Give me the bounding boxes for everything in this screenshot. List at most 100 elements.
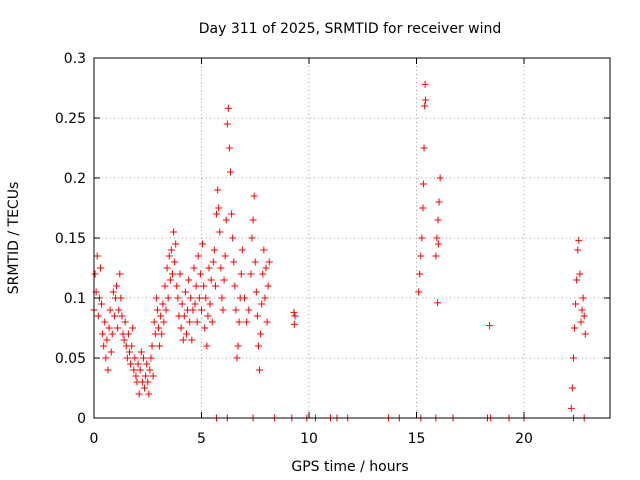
data-point <box>251 258 259 266</box>
data-point <box>199 240 207 248</box>
y-tick-label: 0.25 <box>55 111 86 127</box>
data-point <box>125 348 133 356</box>
data-point <box>148 342 156 350</box>
data-point <box>247 270 255 278</box>
data-point <box>185 276 193 284</box>
data-point <box>131 354 139 362</box>
data-point <box>152 294 160 302</box>
x-tick-label: 15 <box>408 431 426 447</box>
data-point <box>417 252 425 260</box>
data-point <box>252 288 260 296</box>
data-point <box>256 366 264 374</box>
data-point <box>434 216 442 224</box>
data-point <box>106 306 114 314</box>
data-point <box>137 348 145 356</box>
data-point <box>94 312 102 320</box>
data-point <box>143 360 151 368</box>
data-point <box>181 288 189 296</box>
data-point <box>103 336 111 344</box>
data-point <box>108 330 116 338</box>
data-point <box>265 258 273 266</box>
data-point <box>579 294 587 302</box>
data-point <box>580 312 588 320</box>
data-point <box>569 354 577 362</box>
data-point <box>222 216 230 224</box>
data-point <box>176 270 184 278</box>
data-point <box>91 270 99 278</box>
data-point <box>421 102 429 110</box>
data-point <box>209 258 217 266</box>
data-point <box>98 300 106 308</box>
data-point <box>191 300 199 308</box>
data-point <box>172 240 180 248</box>
data-point <box>263 318 271 326</box>
data-point <box>207 276 215 284</box>
data-point <box>418 234 426 242</box>
data-point <box>145 390 153 398</box>
data-point <box>576 270 584 278</box>
data-point <box>204 312 212 320</box>
y-axis-label: SRMTID / TECUs <box>6 182 22 295</box>
data-point <box>193 318 201 326</box>
data-point <box>129 324 137 332</box>
x-tick-label: 10 <box>300 431 318 447</box>
data-point <box>174 294 182 302</box>
data-point <box>250 192 258 200</box>
data-point <box>110 312 118 320</box>
data-point <box>171 258 179 266</box>
y-tick-label: 0.15 <box>55 231 86 247</box>
data-point <box>166 276 174 284</box>
x-tick-label: 20 <box>515 431 533 447</box>
data-point <box>196 270 204 278</box>
data-point <box>231 282 239 290</box>
data-point <box>157 312 165 320</box>
x-tick-label: 5 <box>197 431 206 447</box>
data-point <box>416 270 424 278</box>
data-point <box>225 144 233 152</box>
data-point <box>200 282 208 290</box>
data-point <box>230 258 238 266</box>
data-point <box>419 204 427 212</box>
data-point <box>186 318 194 326</box>
data-point <box>572 300 580 308</box>
data-point <box>249 216 257 224</box>
data-point <box>168 270 176 278</box>
data-point <box>158 330 166 338</box>
data-point <box>233 354 241 362</box>
data-point <box>127 360 135 368</box>
data-point <box>146 366 154 374</box>
data-point <box>208 318 216 326</box>
data-point <box>163 264 171 272</box>
data-point <box>258 300 266 308</box>
data-point <box>102 354 110 362</box>
data-point <box>238 246 246 254</box>
data-point <box>118 312 126 320</box>
data-point <box>101 318 109 326</box>
data-point <box>132 372 140 380</box>
data-point <box>156 342 164 350</box>
data-point <box>128 342 136 350</box>
data-point <box>291 312 299 320</box>
data-point <box>435 198 443 206</box>
data-point <box>187 294 195 302</box>
data-point <box>218 294 226 302</box>
data-point <box>573 276 581 284</box>
data-point <box>149 372 157 380</box>
data-point <box>223 120 231 128</box>
data-point <box>432 252 440 260</box>
data-point <box>121 318 129 326</box>
data-point <box>248 234 256 242</box>
data-point <box>257 330 265 338</box>
data-point <box>159 300 167 308</box>
data-point <box>243 318 251 326</box>
data-point <box>198 306 205 314</box>
data-point <box>290 320 298 328</box>
data-point <box>99 330 107 338</box>
y-tick-label: 0.2 <box>64 171 86 187</box>
data-point <box>213 210 221 218</box>
data-point <box>180 312 188 320</box>
data-point <box>114 324 122 332</box>
data-point <box>117 294 125 302</box>
data-point <box>130 366 138 374</box>
data-point <box>162 306 170 314</box>
